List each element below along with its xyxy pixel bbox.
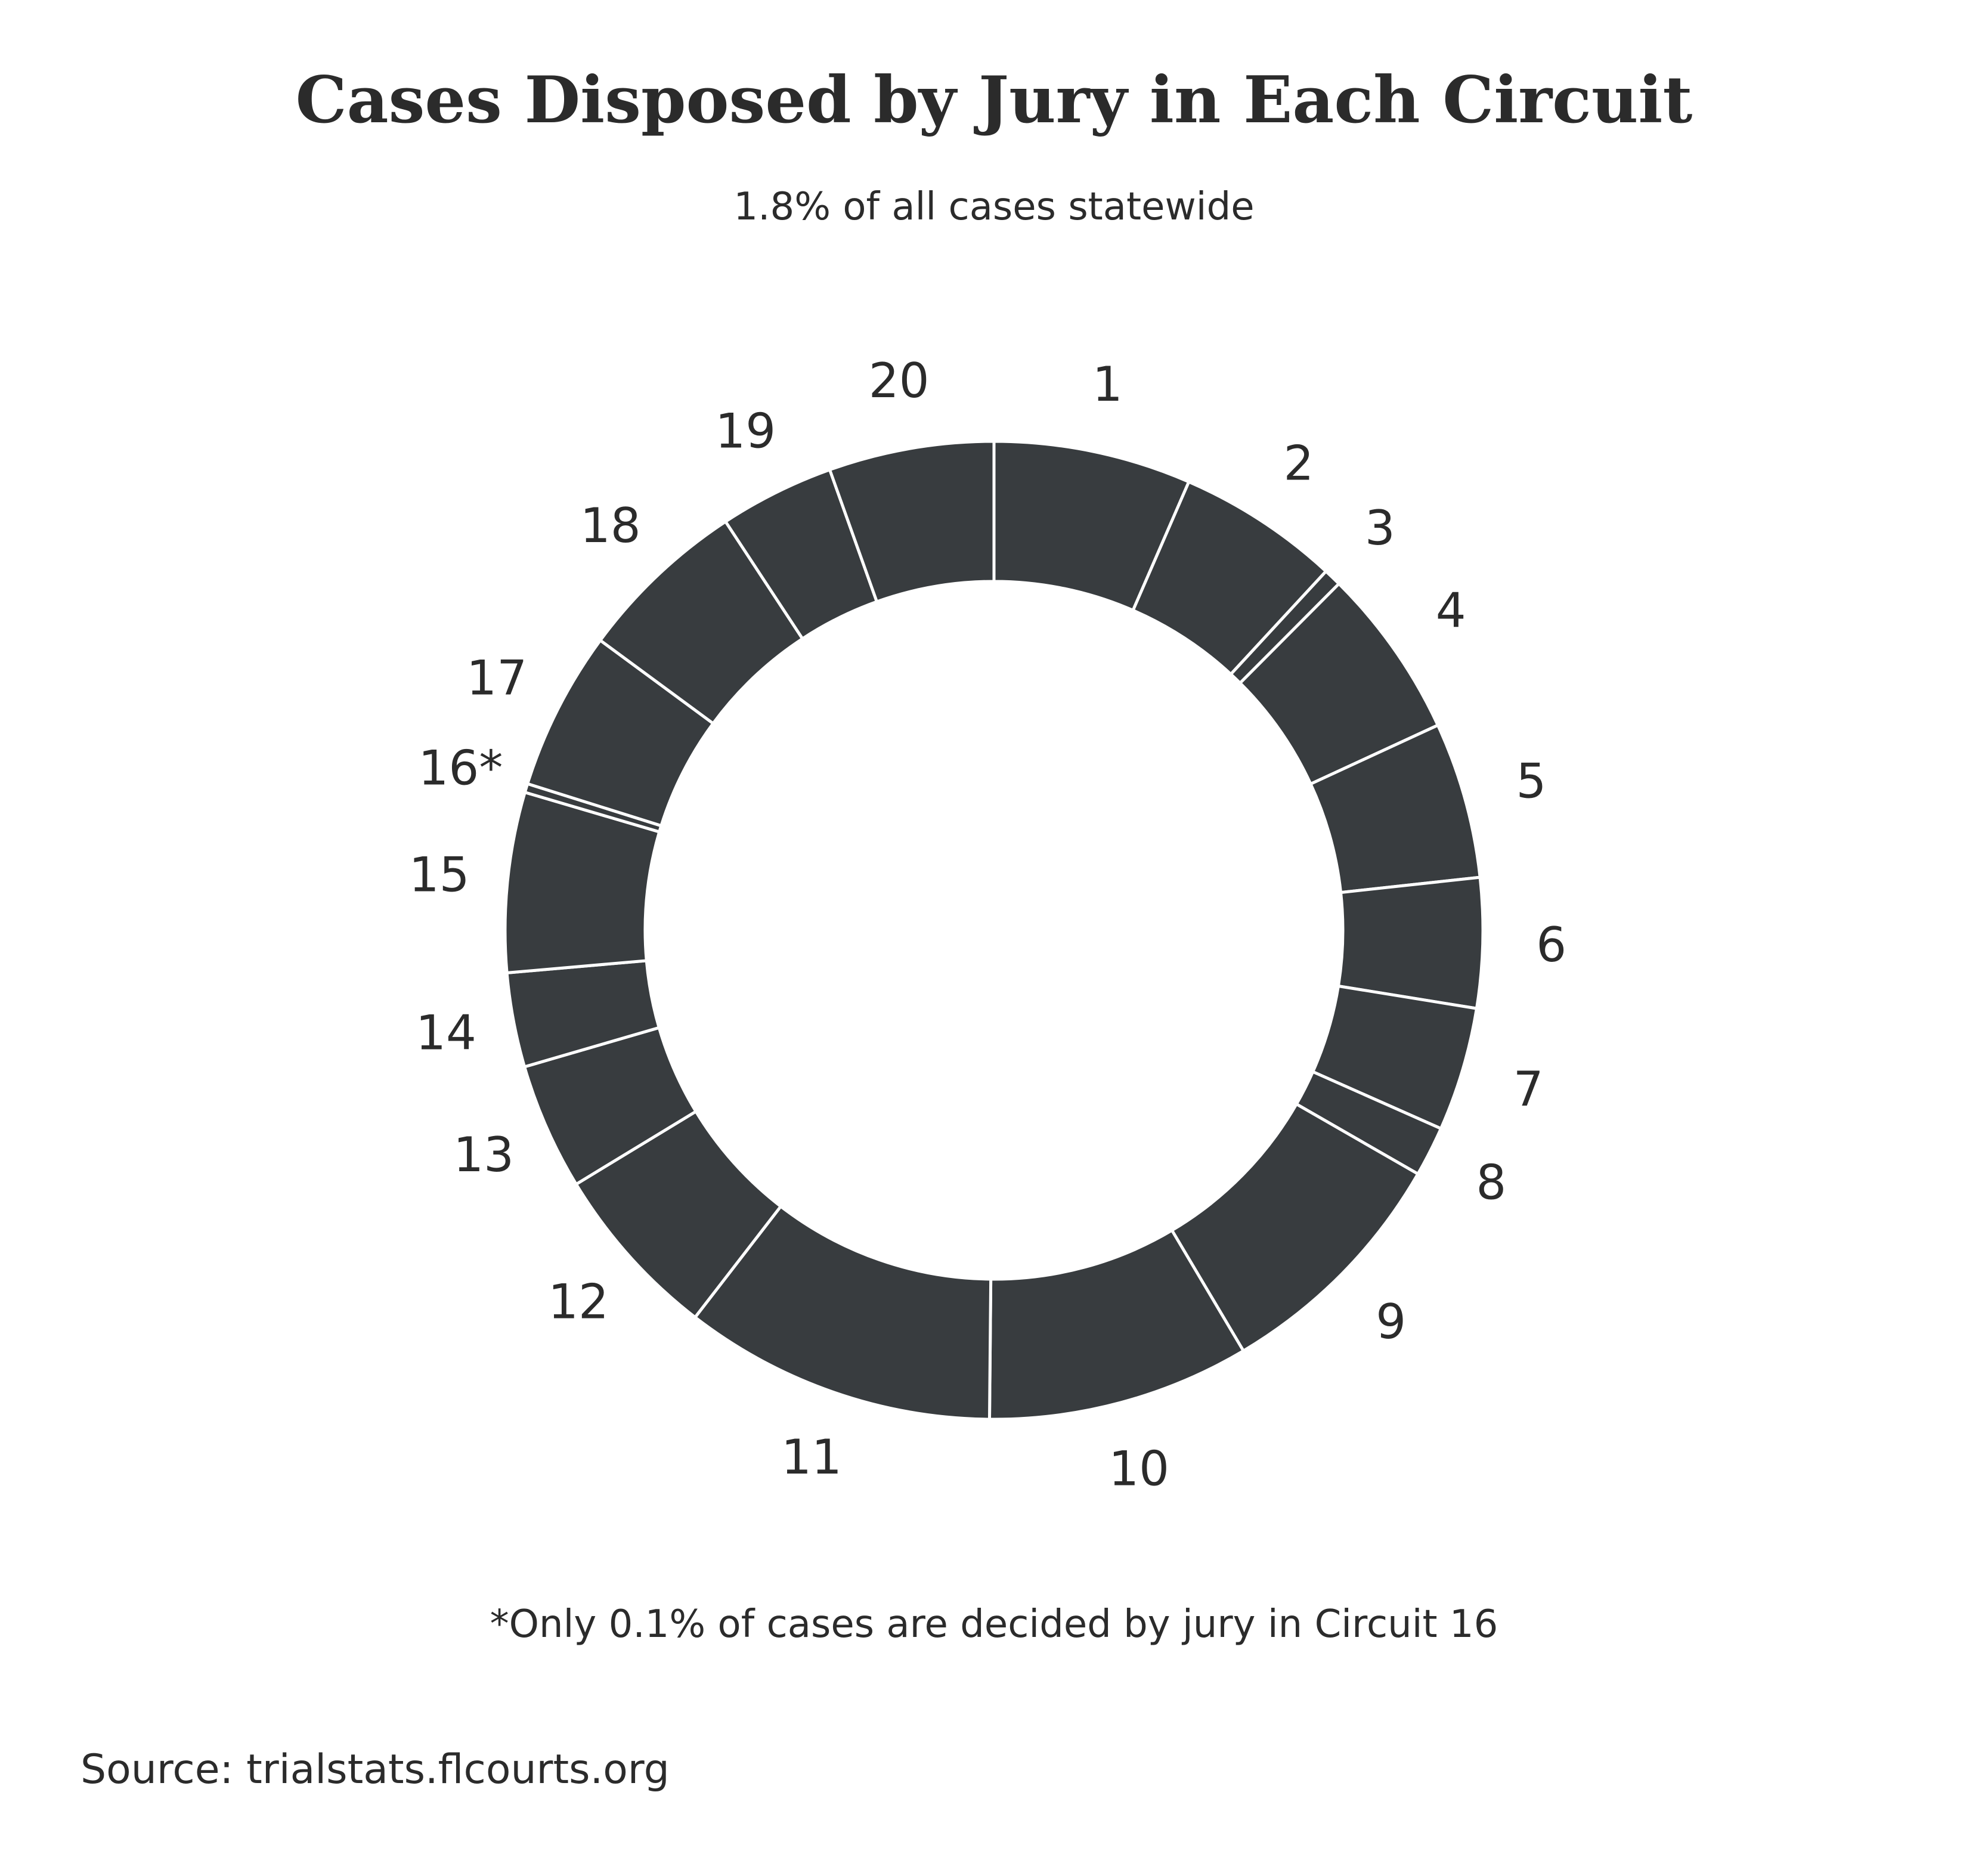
- segment-label-13: 13: [453, 1127, 514, 1183]
- footnote: *Only 0.1% of cases are decided by jury …: [490, 1602, 1498, 1646]
- segment-label-17: 17: [466, 650, 527, 705]
- donut-ring: [503, 440, 1485, 1421]
- donut-segment-20: [828, 440, 996, 604]
- segment-label-18: 18: [580, 498, 641, 553]
- chart-subtitle: 1.8% of all cases statewide: [733, 185, 1254, 229]
- segment-label-19: 19: [715, 403, 776, 459]
- segment-label-6: 6: [1536, 917, 1566, 973]
- segment-label-11: 11: [781, 1429, 842, 1485]
- segment-label-20: 20: [869, 353, 930, 408]
- segment-label-8: 8: [1476, 1155, 1506, 1211]
- chart-title: Cases Disposed by Jury in Each Circuit: [296, 63, 1693, 138]
- segment-label-14: 14: [416, 1005, 476, 1061]
- segment-label-10: 10: [1108, 1441, 1169, 1496]
- segment-label-16: 16*: [419, 740, 503, 796]
- segment-label-12: 12: [548, 1274, 609, 1330]
- segment-label-1: 1: [1092, 357, 1123, 412]
- segment-label-3: 3: [1365, 500, 1395, 556]
- segment-label-7: 7: [1513, 1061, 1544, 1117]
- segment-label-9: 9: [1376, 1294, 1406, 1350]
- segment-label-15: 15: [409, 847, 470, 903]
- segment-label-4: 4: [1436, 583, 1466, 639]
- segment-label-2: 2: [1284, 435, 1314, 491]
- segment-label-5: 5: [1516, 753, 1546, 809]
- source-note: Source: trialstats.flcourts.org: [80, 1746, 670, 1793]
